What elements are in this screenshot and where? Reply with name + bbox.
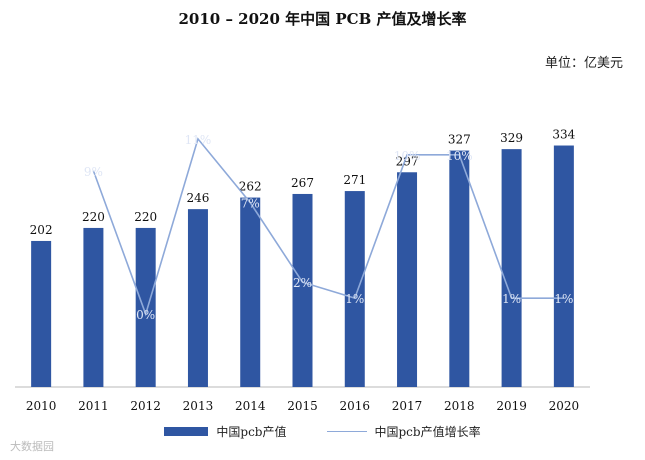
x-tick-label-2016: 2016 — [339, 399, 370, 413]
growth-label-2016: 1% — [345, 292, 364, 306]
bar-2012 — [135, 227, 156, 387]
growth-label-2020: 1% — [554, 292, 573, 306]
bar-2014 — [240, 197, 261, 387]
growth-label-2013: 11% — [185, 133, 212, 147]
bar-2020 — [553, 145, 574, 387]
x-tick-label-2010: 2010 — [26, 399, 57, 413]
bar-2018 — [449, 150, 470, 387]
unit-label: 单位：亿美元 — [544, 56, 623, 71]
watermark: 大数据园 — [10, 440, 54, 453]
bar-value-label-2016: 271 — [343, 173, 366, 187]
bar-value-label-2017: 297 — [396, 154, 419, 168]
legend-bar-swatch — [164, 427, 209, 436]
bar-value-label-2020: 334 — [552, 128, 575, 142]
growth-label-2015: 2% — [293, 276, 312, 290]
x-tick-label-2015: 2015 — [287, 399, 318, 413]
bar-value-label-2010: 202 — [30, 223, 53, 237]
bar-value-label-2018: 327 — [448, 133, 471, 147]
bar-2017 — [397, 172, 418, 387]
growth-rate-line — [92, 137, 564, 317]
bar-value-label-2015: 267 — [291, 176, 314, 190]
x-tick-label-2020: 2020 — [549, 399, 580, 413]
legend-item-bar: 中国pcb产值 — [164, 423, 287, 440]
x-tick-label-2013: 2013 — [183, 399, 214, 413]
x-tick-label-2014: 2014 — [235, 399, 266, 413]
bar-value-label-2011: 220 — [82, 210, 105, 224]
x-tick-label-2018: 2018 — [444, 399, 475, 413]
x-tick-label-2012: 2012 — [130, 399, 161, 413]
bar-2016 — [344, 191, 365, 387]
growth-label-2018: 10% — [446, 149, 473, 163]
growth-label-2014: 7% — [241, 197, 260, 211]
growth-label-2017: 10% — [394, 149, 421, 163]
bar-value-label-2012: 220 — [134, 210, 157, 224]
growth-label-2011: 9% — [84, 165, 103, 179]
growth-label-2012: 0% — [136, 308, 155, 322]
legend: 中国pcb产值 中国pcb产值增长率 — [0, 423, 645, 440]
x-tick-label-2019: 2019 — [496, 399, 527, 413]
bar-value-label-2014: 262 — [239, 180, 262, 194]
growth-label-2019: 1% — [502, 292, 521, 306]
bar-2013 — [187, 209, 208, 387]
x-tick-label-2011: 2011 — [78, 399, 109, 413]
bar-2019 — [501, 149, 522, 387]
legend-item-line: 中国pcb产值增长率 — [326, 423, 481, 440]
bar-2011 — [83, 227, 104, 387]
legend-line-swatch — [326, 431, 367, 432]
x-tick-label-2017: 2017 — [392, 399, 423, 413]
legend-line-label: 中国pcb产值增长率 — [374, 425, 481, 439]
bar-2015 — [292, 193, 313, 387]
chart-title: 2010 – 2020 年中国 PCB 产值及增长率 — [178, 10, 467, 28]
bar-2010 — [31, 240, 52, 387]
legend-bar-label: 中国pcb产值 — [216, 425, 287, 439]
bar-value-label-2019: 329 — [500, 131, 523, 145]
bar-value-label-2013: 246 — [187, 191, 210, 205]
